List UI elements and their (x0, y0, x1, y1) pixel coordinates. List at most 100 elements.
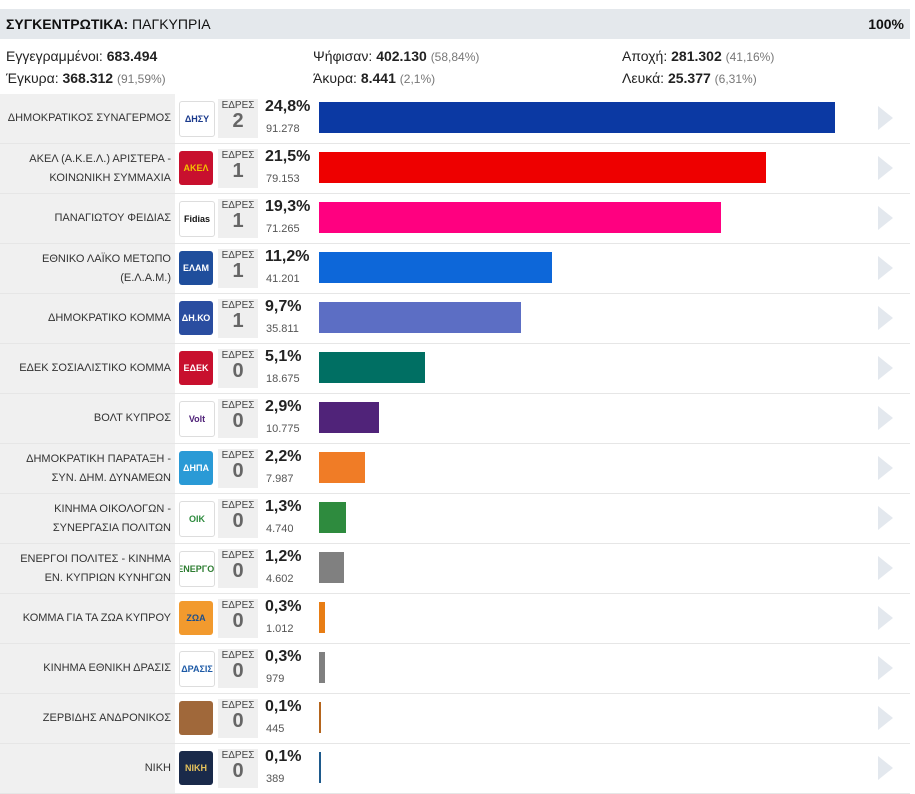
vote-percent: 21,5% (265, 148, 311, 165)
expand-arrow-icon[interactable] (878, 406, 893, 430)
party-logo: ΟΙΚ (179, 501, 215, 537)
party-name: ΚΙΝΗΜΑ ΕΘΝΙΚΗ ΔΡΑΣΙΣ (0, 644, 175, 693)
stat-registered-label: Εγγεγραμμένοι: (6, 48, 103, 64)
vote-count: 18.675 (266, 373, 300, 385)
expand-arrow-icon[interactable] (878, 306, 893, 330)
stat-voted-sub: (58,84%) (430, 50, 480, 64)
expand-arrow-icon[interactable] (878, 556, 893, 580)
party-row[interactable]: ΑΚΕΛ (Α.Κ.Ε.Λ.) ΑΡΙΣΤΕΡΑ - ΚΟΙΝΩΝΙΚΗ ΣΥΜΜ… (0, 144, 910, 194)
party-row[interactable]: ΔΗΜΟΚΡΑΤΙΚΟΣ ΣΥΝΑΓΕΡΜΟΣ ΔΗΣΥ ΕΔΡΕΣ 2 24,8% 91… (0, 94, 910, 144)
vote-percent: 0,3% (265, 598, 302, 615)
vote-percent: 11,2% (265, 248, 310, 265)
party-logo: ΔΡΑΣΙΣ (179, 651, 215, 687)
expand-arrow-icon[interactable] (878, 756, 893, 780)
stat-voted: Ψήφισαν: 402.130 (58,84%) (313, 48, 479, 64)
expand-arrow-icon[interactable] (878, 656, 893, 680)
seats-count: 1 (232, 310, 244, 332)
party-logo: ΔΗΠΑ (179, 451, 213, 485)
seats-box: ΕΔΡΕΣ 0 (218, 399, 258, 438)
party-name-line: ΝΙΚΗ (144, 762, 171, 774)
party-logo: ΑΚΕΛ (179, 151, 213, 185)
vote-share-bar (319, 502, 346, 533)
vote-count: 7.987 (266, 473, 294, 485)
seats-count: 1 (232, 160, 244, 182)
stat-valid-sub: (91,59%) (116, 72, 166, 86)
seats-label: ΕΔΡΕΣ (221, 600, 255, 611)
stat-blank-sub: (6,31%) (714, 72, 757, 86)
party-logo-text: Fidias (183, 214, 210, 224)
party-row[interactable]: ΒΟΛΤ ΚΥΠΡΟΣ Volt ΕΔΡΕΣ 0 2,9% 10.775 (0, 394, 910, 444)
party-row[interactable]: ΠΑΝΑΓΙΩΤΟΥ ΦΕΙΔΙΑΣ Fidias ΕΔΡΕΣ 1 19,3% 71.26… (0, 194, 910, 244)
turnout-stats: Εγγεγραμμένοι: 683.494 Ψήφισαν: 402.130 … (0, 40, 910, 92)
seats-count: 0 (232, 710, 244, 732)
party-logo-text: ΕΔΕΚ (183, 363, 209, 373)
party-row[interactable]: ΕΝΕΡΓΟΙ ΠΟΛΙΤΕΣ - ΚΙΝΗΜΑ ΕΝ. ΚΥΠΡΙΩΝ ΚΥΝΗ… (0, 544, 910, 594)
party-name: ΒΟΛΤ ΚΥΠΡΟΣ (0, 394, 175, 443)
stat-voted-value: 402.130 (376, 48, 427, 64)
seats-count: 0 (232, 560, 244, 582)
party-name-line: ΚΙΝΗΜΑ ΟΙΚΟΛΟΓΩΝ - (54, 502, 171, 515)
vote-count: 71.265 (266, 223, 300, 235)
counted-percent: 100% (868, 16, 904, 32)
seats-box: ΕΔΡΕΣ 0 (218, 499, 258, 538)
party-name: ΔΗΜΟΚΡΑΤΙΚΟΣ ΣΥΝΑΓΕΡΜΟΣ (0, 94, 175, 143)
expand-arrow-icon[interactable] (878, 706, 893, 730)
party-row[interactable]: ΕΔΕΚ ΣΟΣΙΑΛΙΣΤΙΚΟ ΚΟΜΜΑ ΕΔΕΚ ΕΔΡΕΣ 0 5,1% 18.… (0, 344, 910, 394)
vote-percent: 5,1% (265, 348, 302, 365)
stat-blank: Λευκά: 25.377 (6,31%) (622, 70, 757, 86)
party-row[interactable]: ΝΙΚΗ ΝΙΚΗ ΕΔΡΕΣ 0 0,1% 389 (0, 744, 910, 794)
stat-blank-value: 25.377 (667, 70, 711, 86)
party-logo: ΕΝΕΡΓΟΙ (179, 551, 215, 587)
stat-abstention-value: 281.302 (671, 48, 722, 64)
party-name: ΚΙΝΗΜΑ ΟΙΚΟΛΟΓΩΝ - ΣΥΝΕΡΓΑΣΙΑ ΠΟΛΙΤΩΝ (0, 494, 175, 543)
vote-percent: 19,3% (265, 198, 311, 215)
vote-count: 79.153 (266, 173, 300, 185)
seats-label: ΕΔΡΕΣ (221, 200, 255, 211)
party-row[interactable]: ΖΕΡΒΙΔΗΣ ΑΝΔΡΟΝΙΚΟΣ ΕΔΡΕΣ 0 0,1% 445 (0, 694, 910, 744)
party-name-line: ΕΝΕΡΓΟΙ ΠΟΛΙΤΕΣ - ΚΙΝΗΜΑ (20, 552, 171, 565)
party-row[interactable]: ΕΘΝΙΚΟ ΛΑΪΚΟ ΜΕΤΩΠΟ (Ε.Λ.Α.Μ.) ΕΛΑΜ ΕΔΡΕΣ 1 1… (0, 244, 910, 294)
stat-abstention-label: Αποχή: (622, 48, 668, 64)
expand-arrow-icon[interactable] (878, 106, 893, 130)
party-row[interactable]: ΔΗΜΟΚΡΑΤΙΚΗ ΠΑΡΑΤΑΞΗ - ΣΥΝ. ΔΗΜ. ΔΥΝΑΜΕΩΝ… (0, 444, 910, 494)
party-logo-text: ΔΗΣΥ (184, 114, 210, 124)
expand-arrow-icon[interactable] (878, 456, 893, 480)
expand-arrow-icon[interactable] (878, 256, 893, 280)
stat-abstention-sub: (41,16%) (725, 50, 775, 64)
seats-count: 0 (232, 360, 244, 382)
party-name: ΔΗΜΟΚΡΑΤΙΚΟ ΚΟΜΜΑ (0, 294, 175, 343)
party-name-line: ΠΑΝΑΓΙΩΤΟΥ ΦΕΙΔΙΑΣ (54, 212, 171, 224)
expand-arrow-icon[interactable] (878, 606, 893, 630)
vote-share-bar (319, 702, 321, 733)
vote-percent: 1,3% (265, 498, 302, 515)
party-name: ΑΚΕΛ (Α.Κ.Ε.Λ.) ΑΡΙΣΤΕΡΑ - ΚΟΙΝΩΝΙΚΗ ΣΥΜΜ… (0, 144, 175, 193)
seats-label: ΕΔΡΕΣ (221, 400, 255, 411)
vote-share-bar (319, 252, 552, 283)
party-logo-text: ΑΚΕΛ (183, 163, 209, 173)
vote-share-bar (319, 752, 321, 783)
party-name-line: ΣΥΝ. ΔΗΜ. ΔΥΝΑΜΕΩΝ (51, 471, 171, 484)
party-name: ΖΕΡΒΙΔΗΣ ΑΝΔΡΟΝΙΚΟΣ (0, 694, 175, 743)
vote-count: 35.811 (266, 323, 299, 335)
expand-arrow-icon[interactable] (878, 506, 893, 530)
expand-arrow-icon[interactable] (878, 356, 893, 380)
party-logo: Fidias (179, 201, 215, 237)
party-row[interactable]: ΔΗΜΟΚΡΑΤΙΚΟ ΚΟΜΜΑ ΔΗ.ΚΟ ΕΔΡΕΣ 1 9,7% 35.811 (0, 294, 910, 344)
party-row[interactable]: ΚΙΝΗΜΑ ΕΘΝΙΚΗ ΔΡΑΣΙΣ ΔΡΑΣΙΣ ΕΔΡΕΣ 0 0,3% 979 (0, 644, 910, 694)
seats-box: ΕΔΡΕΣ 0 (218, 649, 258, 688)
seats-label: ΕΔΡΕΣ (221, 650, 255, 661)
party-row[interactable]: ΚΙΝΗΜΑ ΟΙΚΟΛΟΓΩΝ - ΣΥΝΕΡΓΑΣΙΑ ΠΟΛΙΤΩΝ ΟΙΚ Ε… (0, 494, 910, 544)
stat-registered-value: 683.494 (106, 48, 158, 64)
party-logo: ΔΗ.ΚΟ (179, 301, 213, 335)
summary-header: ΣΥΓΚΕΝΤΡΩΤΙΚΑ: ΠΑΓΚΥΠΡΙΑ 100% (0, 9, 910, 39)
expand-arrow-icon[interactable] (878, 156, 893, 180)
party-name-line: ΔΗΜΟΚΡΑΤΙΚΟΣ ΣΥΝΑΓΕΡΜΟΣ (7, 112, 171, 124)
party-logo-text: Volt (188, 414, 206, 424)
party-row[interactable]: ΚΟΜΜΑ ΓΙΑ ΤΑ ΖΩΑ ΚΥΠΡΟΥ ΖΩΑ ΕΔΡΕΣ 0 0,3% 1.01… (0, 594, 910, 644)
expand-arrow-icon[interactable] (878, 206, 893, 230)
party-name: ΕΔΕΚ ΣΟΣΙΑΛΙΣΤΙΚΟ ΚΟΜΜΑ (0, 344, 175, 393)
header-title: ΣΥΓΚΕΝΤΡΩΤΙΚΑ: ΠΑΓΚΥΠΡΙΑ (6, 16, 211, 32)
seats-label: ΕΔΡΕΣ (221, 350, 255, 361)
vote-share-bar (319, 102, 835, 133)
